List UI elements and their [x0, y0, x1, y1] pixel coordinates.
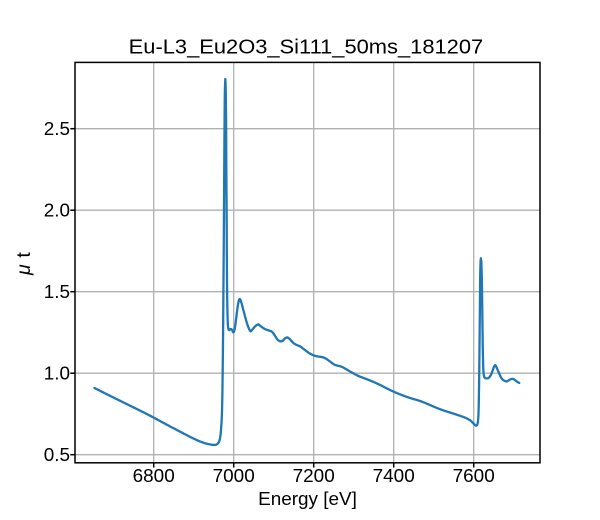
svg-text:2.0: 2.0	[44, 201, 70, 222]
svg-text:7200: 7200	[293, 466, 335, 487]
svg-text:7600: 7600	[453, 466, 495, 487]
svg-text:μ t: μ t	[13, 252, 35, 276]
svg-text:Eu-L3_Eu2O3_Si111_50ms_181207: Eu-L3_Eu2O3_Si111_50ms_181207	[129, 37, 484, 59]
svg-text:1.5: 1.5	[44, 282, 70, 303]
svg-text:0.5: 0.5	[44, 445, 70, 466]
svg-text:6800: 6800	[133, 466, 175, 487]
svg-text:2.5: 2.5	[44, 119, 70, 140]
svg-text:1.0: 1.0	[44, 364, 70, 385]
svg-text:7000: 7000	[213, 466, 255, 487]
svg-text:7400: 7400	[373, 466, 415, 487]
svg-text:Energy [eV]: Energy [eV]	[258, 489, 357, 510]
